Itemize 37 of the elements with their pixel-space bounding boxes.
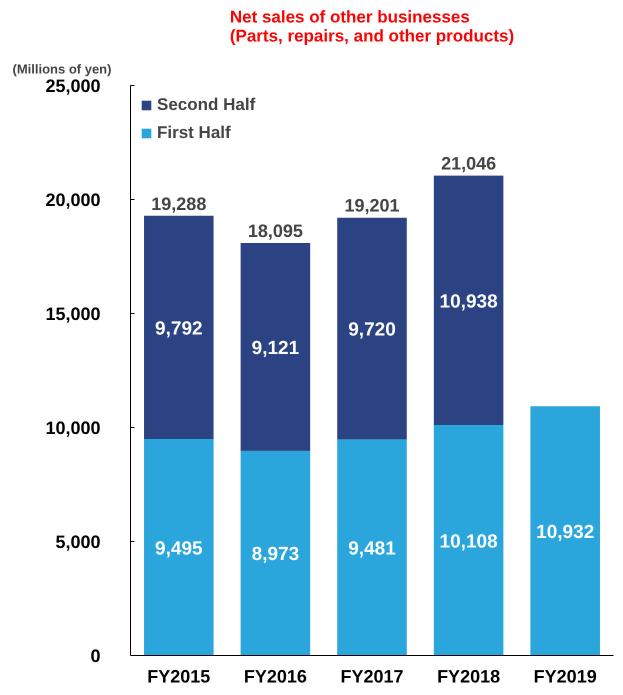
data-label: 9,495	[155, 538, 204, 560]
bar	[144, 439, 214, 656]
data-label: 10,108	[440, 531, 498, 552]
bar	[530, 406, 600, 656]
x-tick-label: FY2016	[244, 666, 307, 686]
bar	[337, 439, 407, 656]
x-tick-label: FY2018	[437, 666, 500, 686]
bar	[434, 176, 504, 426]
total-label: 19,201	[344, 196, 400, 216]
legend-label: First Half	[157, 123, 231, 143]
y-tick-label: 15,000	[45, 304, 101, 324]
data-label: 9,792	[155, 318, 203, 340]
y-tick-label: 20,000	[45, 190, 101, 210]
y-tick-label: 0	[90, 646, 101, 666]
x-tick-label: FY2015	[147, 666, 210, 686]
legend-label: Second Half	[157, 95, 256, 115]
y-axis-title: (Millions of yen)	[12, 62, 112, 76]
data-label: 9,121	[252, 338, 300, 359]
chart-title: Net sales of other businesses (Parts, repairs, and other products)	[230, 8, 514, 46]
x-tick-label: FY2019	[534, 666, 597, 686]
bar	[434, 425, 504, 656]
data-label: 9,720	[348, 320, 396, 341]
y-tick-label: 25,000	[45, 76, 101, 96]
bar	[337, 218, 407, 440]
data-label: 10,932	[536, 522, 594, 543]
total-label: 18,095	[248, 220, 303, 241]
bar	[240, 242, 310, 451]
x-tick-label: FY2017	[340, 666, 404, 686]
y-tick-label: 10,000	[45, 418, 101, 438]
total-label: 19,288	[151, 194, 206, 214]
data-label: 8,973	[252, 544, 300, 566]
total-label: 21,046	[441, 154, 496, 174]
data-label: 10,938	[440, 291, 498, 312]
y-tick-label: 5,000	[55, 532, 101, 552]
data-label: 9,481	[348, 538, 396, 560]
bar	[144, 216, 214, 440]
bar	[240, 450, 310, 656]
